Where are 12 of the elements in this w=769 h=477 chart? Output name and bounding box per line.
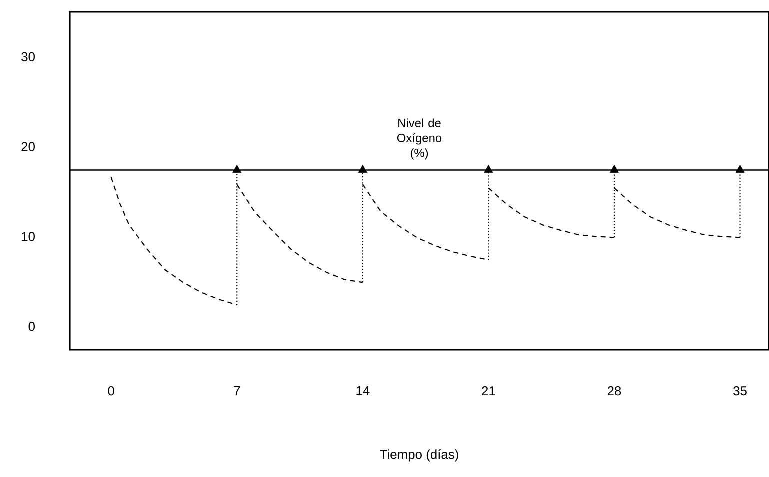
y-tick-label: 30 — [22, 52, 35, 62]
x-tick-label: 0 — [108, 386, 114, 396]
x-tick-label: 35 — [734, 386, 747, 396]
ref-line-label: Nivel de Oxígeno (%) — [397, 118, 442, 160]
y-tick-label: 10 — [22, 232, 35, 242]
x-tick-label: 28 — [608, 386, 622, 396]
y-tick-label: 20 — [22, 142, 35, 152]
x-tick-label: 7 — [234, 386, 240, 396]
y-tick-label: 0 — [28, 322, 35, 332]
x-tick-label: 14 — [356, 386, 370, 396]
x-axis-title: Tiempo (días) — [380, 450, 458, 462]
x-tick-label: 21 — [482, 386, 496, 396]
